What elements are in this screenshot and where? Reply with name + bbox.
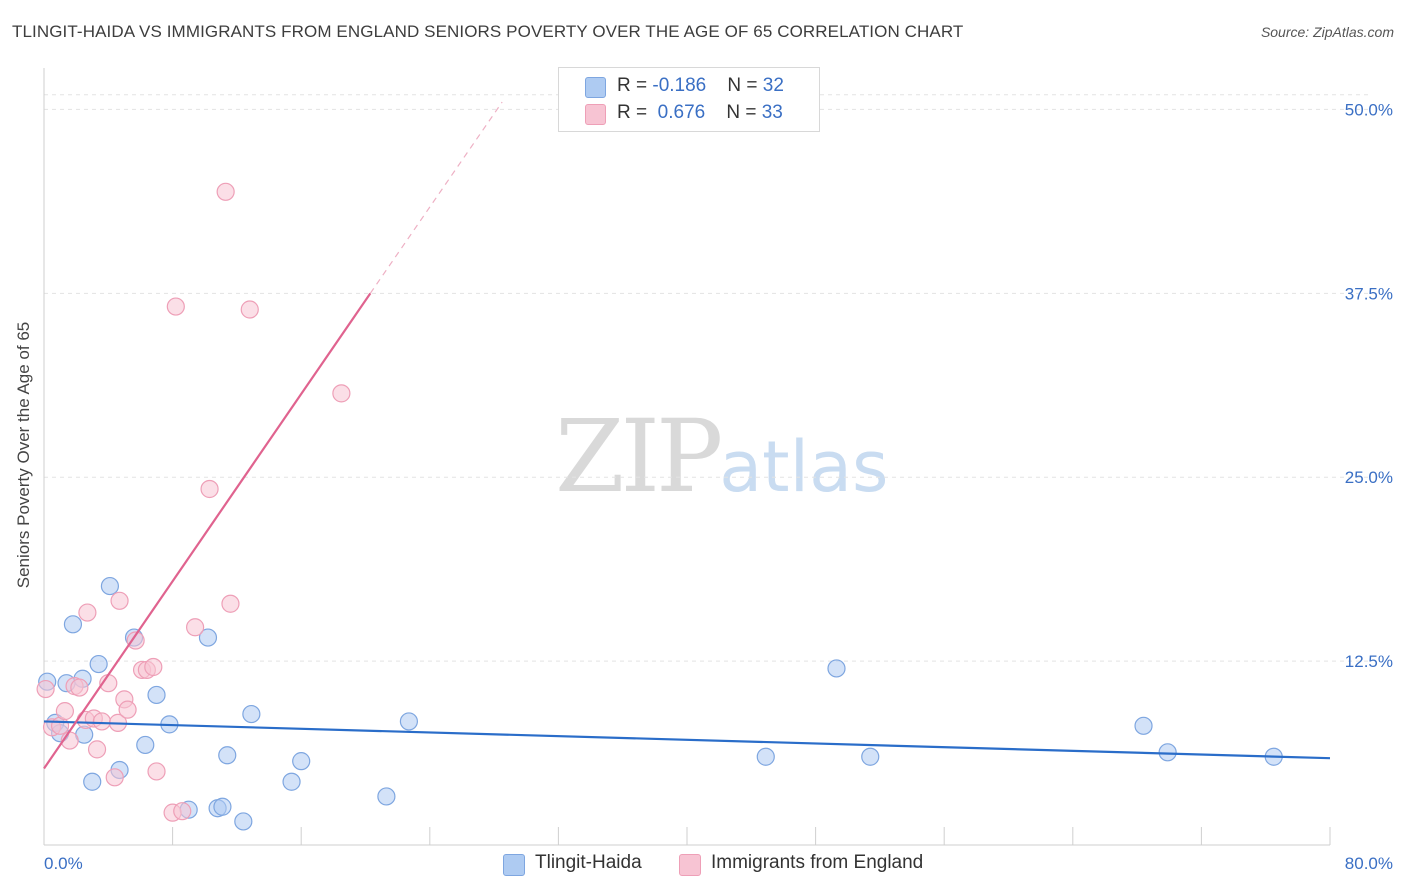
- point-series1-22: [147, 762, 166, 781]
- point-series1-25: [173, 802, 192, 821]
- point-series1-0: [36, 679, 55, 699]
- correlation-legend: R = -0.186 N = 32 R = 0.676 N = 33: [558, 67, 820, 132]
- point-series1-24: [166, 297, 185, 316]
- point-series1-10: [87, 740, 107, 759]
- point-series1-30: [240, 300, 259, 319]
- point-series0-27: [827, 659, 846, 678]
- point-series0-23: [292, 752, 311, 771]
- point-series1-31: [332, 384, 351, 403]
- y-tick-label-2: 37.5%: [1345, 284, 1393, 303]
- x-tick-label-max: 80.0%: [1345, 854, 1393, 873]
- point-series0-20: [234, 812, 253, 831]
- point-series1-29: [221, 594, 240, 613]
- point-series1-17: [118, 700, 137, 719]
- point-series0-4: [63, 615, 83, 634]
- point-series1-11: [92, 712, 111, 731]
- point-series1-27: [200, 479, 219, 499]
- bottom-legend-label-1: Tlingit-Haida: [535, 852, 642, 873]
- legend-r-label-2: R =: [617, 102, 653, 123]
- legend-r-value-1: -0.186: [652, 75, 707, 96]
- bottom-legend-label-2: Immigrants from England: [711, 852, 924, 873]
- legend-n-label-1: N =: [727, 75, 763, 96]
- y-tick-label-3: 50.0%: [1345, 100, 1393, 119]
- y-tick-label-0: 12.5%: [1345, 652, 1393, 671]
- chart-title: TLINGIT-HAIDA VS IMMIGRANTS FROM ENGLAND…: [12, 22, 964, 41]
- point-series0-8: [89, 654, 108, 674]
- point-series0-25: [399, 712, 419, 731]
- point-series0-24: [377, 787, 396, 806]
- trendline-immigrants-england-extension: [369, 101, 503, 294]
- point-series1-3: [55, 702, 74, 721]
- point-series1-13: [105, 768, 124, 787]
- y-tick-label-1: 25.0%: [1345, 468, 1393, 487]
- point-series1-6: [70, 678, 89, 697]
- point-series1-26: [186, 618, 205, 637]
- point-series1-28: [216, 182, 235, 201]
- trendline-tlingit-haida: [43, 720, 1331, 760]
- legend-n-value-1: 32: [762, 75, 784, 96]
- legend-swatch-blue: [585, 77, 606, 98]
- bottom-legend-swatch-blue: [503, 854, 525, 876]
- legend-r-label-1: R =: [617, 75, 653, 96]
- x-tick-label-min: 0.0%: [44, 854, 83, 873]
- point-series0-18: [213, 797, 232, 816]
- point-series0-22: [282, 772, 301, 791]
- trendline-immigrants-england: [43, 292, 372, 770]
- point-series1-18: [126, 631, 145, 650]
- point-series0-21: [242, 704, 261, 724]
- source-label: Source: ZipAtlas.com: [1260, 24, 1394, 40]
- legend-n-value-2: 33: [761, 102, 783, 123]
- bottom-legend-swatch-pink: [679, 854, 701, 876]
- point-series0-16: [198, 628, 218, 647]
- point-series0-28: [861, 747, 880, 766]
- point-series1-8: [78, 603, 97, 622]
- legend-swatch-pink: [585, 104, 606, 125]
- point-series1-15: [110, 591, 129, 610]
- point-series0-9: [100, 576, 120, 596]
- point-series0-12: [136, 735, 155, 755]
- legend-r-value-2: 0.676: [652, 102, 706, 123]
- point-series0-29: [1134, 716, 1153, 735]
- legend-n-label-2: N =: [726, 102, 762, 123]
- point-series0-26: [756, 747, 775, 766]
- point-series1-21: [144, 657, 163, 677]
- point-series0-13: [147, 685, 166, 705]
- point-series0-19: [218, 746, 237, 765]
- point-series0-7: [83, 772, 102, 791]
